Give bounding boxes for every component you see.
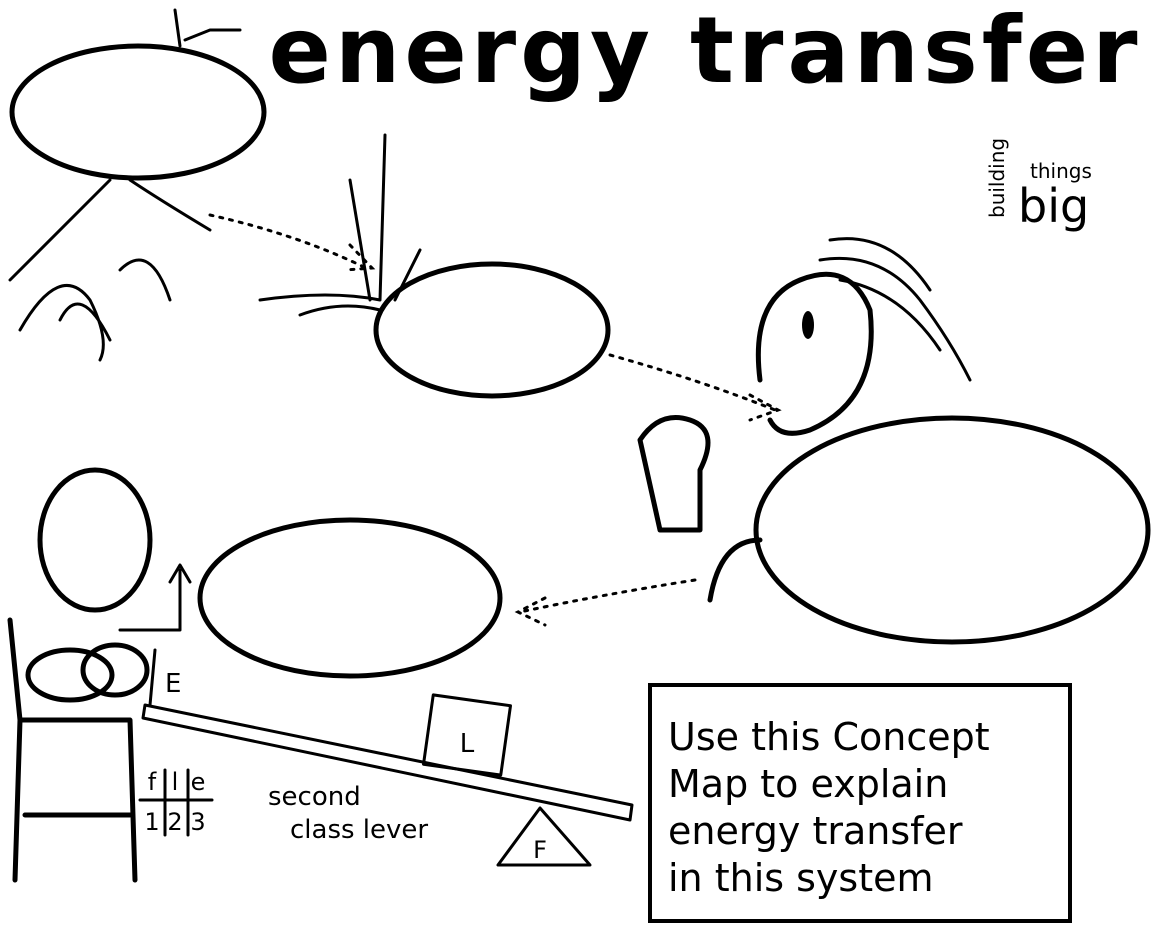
roots bbox=[10, 10, 240, 360]
instruction-line: Map to explain bbox=[668, 762, 948, 806]
concept-bubble bbox=[12, 46, 264, 178]
order-letter: l bbox=[172, 768, 179, 796]
order-number: 1 bbox=[144, 808, 159, 836]
effort-mark bbox=[150, 650, 155, 705]
concept-bubble bbox=[200, 520, 500, 676]
bread bbox=[640, 418, 760, 601]
chair bbox=[10, 620, 135, 880]
instruction-line: energy transfer bbox=[668, 809, 963, 853]
concept-bubble bbox=[376, 264, 608, 396]
creature-hair bbox=[820, 239, 970, 380]
logo-building: building bbox=[985, 138, 1009, 218]
concept-bubble bbox=[756, 418, 1148, 642]
logo-big: big bbox=[1018, 179, 1089, 233]
order-number: 3 bbox=[190, 808, 205, 836]
title: energy transfer bbox=[269, 0, 1142, 104]
plant bbox=[260, 135, 420, 315]
order-number: 2 bbox=[167, 808, 182, 836]
foot bbox=[83, 645, 147, 695]
order-letter: e bbox=[191, 768, 206, 796]
instruction-line: Use this Concept bbox=[668, 715, 990, 759]
caption: class lever bbox=[290, 815, 428, 845]
lever-plank bbox=[143, 705, 632, 820]
page: energy transfer building things big E L … bbox=[0, 0, 1161, 926]
load-label: L bbox=[460, 729, 475, 759]
caption: second bbox=[268, 782, 361, 812]
arm-arrow bbox=[120, 565, 190, 630]
energy-arrow bbox=[518, 580, 695, 625]
energy-arrow bbox=[610, 355, 778, 420]
effort-label: E bbox=[165, 669, 181, 699]
energy-arrow bbox=[210, 215, 372, 270]
eye bbox=[802, 311, 814, 339]
worksheet: energy transfer building things big E L … bbox=[0, 0, 1161, 926]
fulcrum-label: F bbox=[533, 836, 547, 864]
order-letter: f bbox=[148, 768, 157, 796]
person-head bbox=[40, 470, 150, 610]
instruction-line: in this system bbox=[668, 856, 934, 900]
